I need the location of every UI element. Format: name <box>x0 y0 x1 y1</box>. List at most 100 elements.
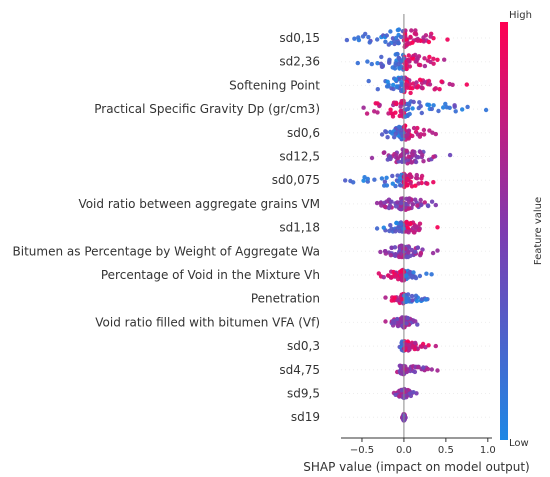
x-tick-label: 0.0 <box>396 445 412 456</box>
shap-point <box>385 157 390 162</box>
shap-point <box>394 51 400 57</box>
feature-label: Softening Point <box>229 78 320 92</box>
shap-point <box>399 81 404 87</box>
shap-point <box>379 203 384 208</box>
shap-point <box>394 84 400 89</box>
shap-point <box>419 85 425 90</box>
shap-point <box>429 367 434 372</box>
shap-point <box>383 39 388 44</box>
shap-point <box>405 292 411 297</box>
x-axis: −0.5 0.0 0.5 1.0 <box>341 437 496 456</box>
shap-point <box>393 35 399 41</box>
shap-point <box>400 273 405 278</box>
x-tick-label: 1.0 <box>480 445 496 456</box>
shap-point <box>415 56 420 61</box>
shap-point <box>404 273 409 278</box>
shap-point <box>395 156 400 161</box>
shap-point <box>421 159 426 164</box>
feature-label: Practical Specific Gravity Dp (gr/cm3) <box>94 102 320 116</box>
shap-point <box>418 250 424 256</box>
shap-point <box>417 100 422 105</box>
colorbar-gradient <box>500 22 508 440</box>
shap-point <box>410 106 415 111</box>
shap-point <box>442 57 447 62</box>
shap-point <box>381 275 386 280</box>
shap-point <box>418 132 423 137</box>
shap-point <box>431 61 436 66</box>
shap-point <box>423 345 428 350</box>
shap-point <box>379 132 385 137</box>
shap-point <box>402 44 407 50</box>
shap-point <box>444 105 450 110</box>
shap-point <box>406 250 411 255</box>
feature-label: Void ratio between aggregate grains VM <box>78 197 320 211</box>
shap-point <box>393 77 398 82</box>
shap-point <box>413 183 418 188</box>
shap-point <box>399 243 404 249</box>
shap-point <box>416 181 421 186</box>
shap-point <box>416 227 422 233</box>
colorbar: High Low Feature value <box>500 10 544 449</box>
shap-point <box>392 245 398 250</box>
shap-point <box>403 201 408 207</box>
shap-point <box>413 197 418 202</box>
shap-point <box>395 200 400 205</box>
shap-point <box>404 148 409 153</box>
shap-point <box>431 56 436 61</box>
shap-point <box>398 34 404 40</box>
shap-point <box>409 293 415 299</box>
shap-point <box>414 172 419 178</box>
shap-point <box>417 77 423 83</box>
shap-point <box>413 293 419 298</box>
shap-point <box>404 321 409 326</box>
shap-point <box>405 182 410 187</box>
shap-point <box>388 29 393 34</box>
feature-label: sd0,3 <box>287 339 320 353</box>
shap-point <box>379 64 385 70</box>
shap-point <box>369 61 374 67</box>
shap-point <box>452 103 457 108</box>
shap-point <box>426 343 431 348</box>
shap-point <box>405 254 411 260</box>
feature-label: sd0,075 <box>272 173 320 187</box>
shap-point <box>405 315 410 321</box>
shap-point <box>464 82 469 87</box>
shap-point <box>416 155 421 160</box>
feature-label: sd2,36 <box>279 55 320 69</box>
shap-point <box>388 253 394 258</box>
shap-point <box>405 85 410 90</box>
shap-point <box>379 54 384 60</box>
shap-point <box>435 368 440 373</box>
shap-point <box>408 90 413 96</box>
shap-point <box>375 110 380 115</box>
shap-point <box>431 103 436 108</box>
shap-point <box>401 100 406 106</box>
shap-point <box>348 178 353 184</box>
shap-point <box>361 105 366 110</box>
shap-point <box>375 37 380 42</box>
shap-point <box>381 150 386 155</box>
shap-point <box>420 247 425 252</box>
feature-label: sd19 <box>291 410 320 424</box>
shap-point <box>393 273 399 278</box>
shap-point <box>433 131 438 137</box>
shap-point <box>361 178 366 183</box>
shap-point <box>410 202 415 207</box>
shap-point <box>435 248 440 253</box>
feature-label: Bitumen as Percentage by Weight of Aggre… <box>13 244 320 258</box>
shap-point <box>407 59 412 64</box>
shap-point <box>352 36 357 41</box>
shap-point <box>421 127 427 133</box>
shap-point <box>383 319 388 324</box>
shap-point <box>419 202 424 208</box>
x-axis-label: SHAP value (impact on model output) <box>303 460 530 474</box>
shap-point <box>375 87 380 92</box>
shap-point <box>396 277 401 282</box>
shap-point <box>406 154 411 159</box>
shap-point <box>367 40 372 45</box>
shap-point <box>374 200 380 206</box>
shap-point <box>393 131 398 136</box>
shap-point <box>426 78 432 84</box>
shap-point <box>411 99 416 105</box>
shap-point <box>404 177 409 183</box>
